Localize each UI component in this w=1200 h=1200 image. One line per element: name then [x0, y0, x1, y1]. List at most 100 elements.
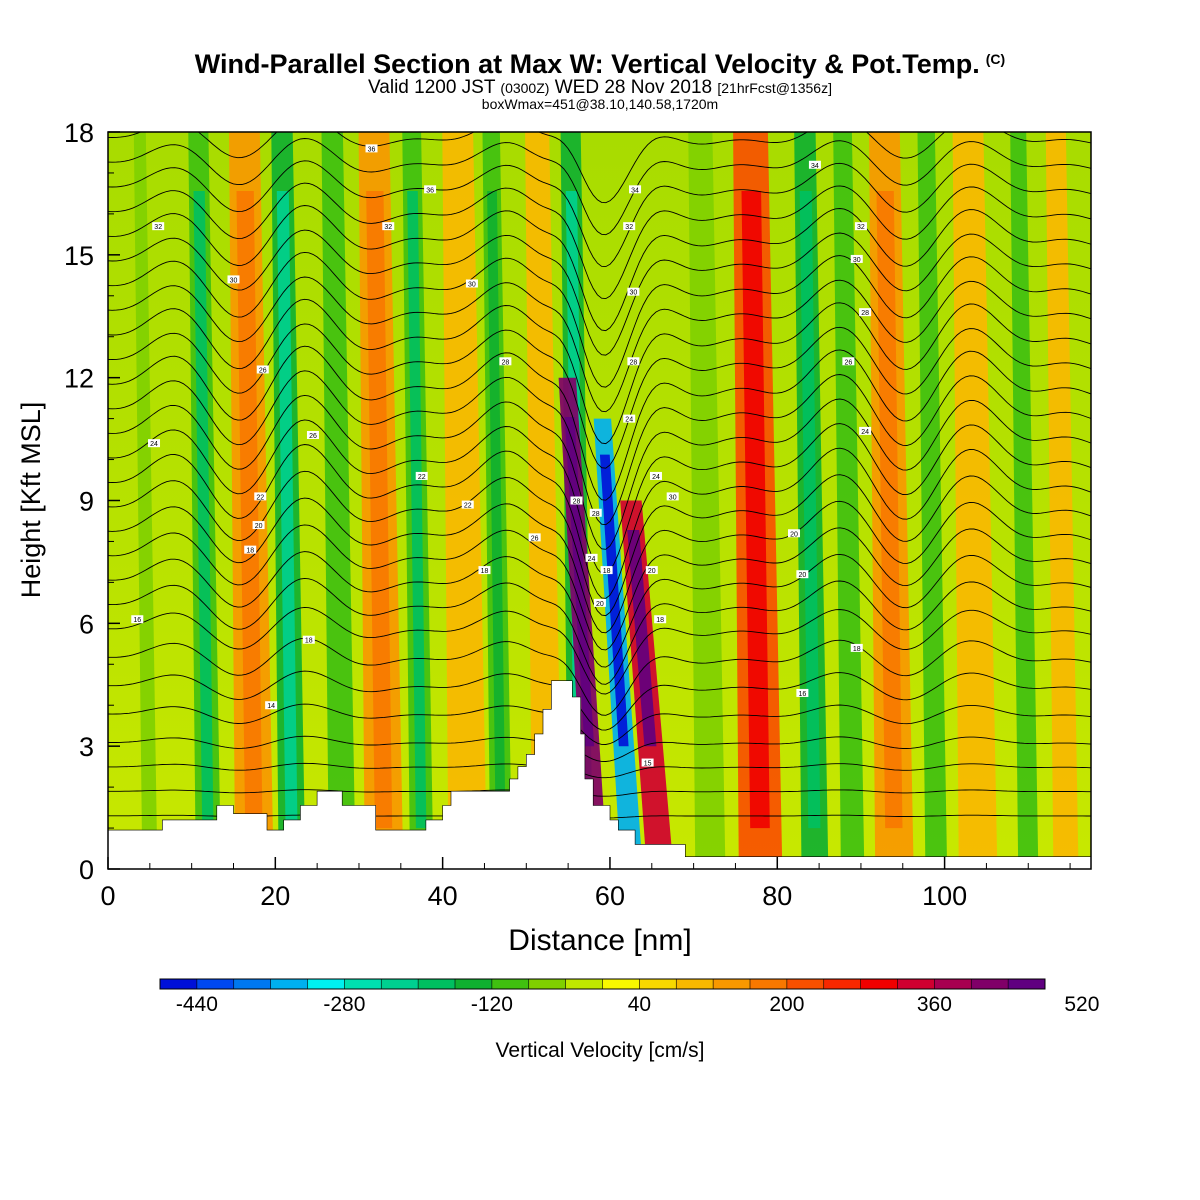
- colorbar-swatch: [823, 979, 862, 989]
- colorbar-swatch: [897, 979, 935, 989]
- contour-label: 30: [465, 279, 478, 288]
- contour-label: 36: [424, 185, 437, 194]
- isentrope-line: [108, 419, 1091, 575]
- contour-label-text: 20: [798, 572, 806, 579]
- y-tick-label: 6: [79, 609, 94, 639]
- x-tick-label: 20: [260, 881, 290, 911]
- colorbar-swatch: [786, 979, 825, 989]
- colorbar-swatch: [971, 979, 1009, 989]
- y-axis: 0 3 6 9 12 15 18: [64, 118, 120, 885]
- velocity-core-5: [366, 191, 393, 829]
- x-axis: 0 20 40 60 80 100: [100, 857, 1071, 911]
- colorbar-swatch: [196, 979, 235, 989]
- contour-label-box: [499, 357, 512, 366]
- contour-label-text: 32: [625, 224, 633, 231]
- valid-prefix: Valid 1200 JST: [368, 77, 496, 98]
- contour-label-box: [265, 701, 278, 710]
- contour-label-text: 26: [531, 535, 539, 542]
- contour-label-box: [589, 508, 602, 517]
- isentrope-line: [108, 703, 1091, 745]
- contour-label-box: [623, 222, 636, 231]
- contour-label-box: [629, 185, 642, 194]
- contour-label: 34: [808, 160, 821, 170]
- x-tick-label: 40: [428, 881, 458, 911]
- contour-label: 32: [623, 222, 636, 231]
- isentrope-line: [108, 789, 1091, 797]
- contour-label: 15: [641, 758, 654, 768]
- contour-label: 16: [131, 615, 144, 624]
- colorbar-tick-label: 520: [1064, 993, 1099, 1016]
- contour-label-text: 20: [255, 523, 263, 530]
- contour-label-box: [600, 566, 613, 575]
- colorbar-swatch: [676, 979, 714, 989]
- contour-label-text: 24: [625, 417, 633, 424]
- colorbar-swatch: [491, 979, 530, 989]
- contour-label: 14: [265, 701, 278, 710]
- valid-date: WED 28 Nov 2018: [554, 77, 713, 98]
- colorbar-label: Vertical Velocity [cm/s]: [496, 1039, 705, 1062]
- colorbar: -440 -280 -120 40 200 360 520: [159, 978, 1099, 1016]
- velocity-band-17: [833, 132, 865, 869]
- colorbar-swatch: [860, 979, 898, 989]
- contour-label-text: 28: [592, 511, 600, 518]
- colorbar-swatch: [1008, 979, 1046, 989]
- contour-label-text: 16: [133, 617, 141, 624]
- contour-label-box: [649, 471, 662, 480]
- contour-label: 22: [254, 492, 267, 501]
- velocity-band-0: [133, 132, 158, 869]
- contour-label-text: 14: [267, 703, 275, 710]
- contour-label-text: 18: [853, 646, 861, 653]
- isentrope-line: [108, 470, 1091, 617]
- contour-label-text: 28: [629, 359, 637, 366]
- contour-label-text: 18: [481, 568, 489, 575]
- y-tick-label: 0: [79, 855, 94, 885]
- contour-label: 28: [589, 508, 602, 518]
- contour-label-box: [382, 222, 395, 231]
- contour-label: 18: [850, 643, 863, 653]
- contour-label: 20: [788, 529, 801, 538]
- contour-label-box: [641, 758, 654, 767]
- contour-label: 22: [415, 471, 428, 481]
- isentrope-line: [108, 606, 1091, 695]
- colorbar-swatch: [270, 979, 308, 989]
- contour-label: 32: [854, 222, 867, 231]
- contour-label: 16: [796, 688, 809, 698]
- contour-label-text: 20: [790, 531, 798, 538]
- contour-label-box: [302, 635, 315, 644]
- isentrope-line: [108, 205, 1091, 332]
- contour-label-text: 22: [256, 494, 264, 501]
- contour-label: 34: [629, 185, 642, 194]
- contour-label: 36: [365, 144, 378, 153]
- contour-label-box: [796, 570, 809, 579]
- contour-label-text: 15: [644, 761, 652, 768]
- contour-label-text: 32: [384, 224, 392, 231]
- contour-label-text: 22: [464, 503, 472, 510]
- contour-label-box: [478, 566, 491, 575]
- contour-label-text: 32: [857, 224, 865, 231]
- contour-label-box: [570, 496, 583, 505]
- isentrope-line: [108, 394, 1091, 550]
- isentrope-line: [108, 182, 1091, 300]
- isentrope-line: [108, 160, 1091, 268]
- velocity-band-22: [1045, 132, 1079, 869]
- contour-label-box: [148, 439, 161, 448]
- contour-label: 24: [649, 471, 662, 481]
- contour-label: 26: [256, 365, 269, 374]
- contour-label: 24: [585, 553, 598, 563]
- colorbar-swatch: [750, 979, 788, 989]
- colorbar-swatch: [160, 979, 198, 989]
- contour-label-text: 30: [468, 281, 476, 288]
- colorbar-swatch: [934, 979, 972, 989]
- contour-label-box: [593, 598, 606, 607]
- colorbar-swatch: [307, 979, 345, 989]
- colorbar-swatch: [233, 979, 272, 989]
- colorbar-swatch: [381, 979, 419, 989]
- y-tick-label: 15: [64, 241, 94, 271]
- x-tick-label: 0: [100, 881, 115, 911]
- contour-label: 24: [623, 414, 636, 424]
- contour-label-text: 30: [629, 290, 637, 297]
- contour-label-box: [808, 160, 821, 169]
- contour-label-text: 18: [603, 568, 611, 575]
- contour-label-box: [859, 426, 872, 435]
